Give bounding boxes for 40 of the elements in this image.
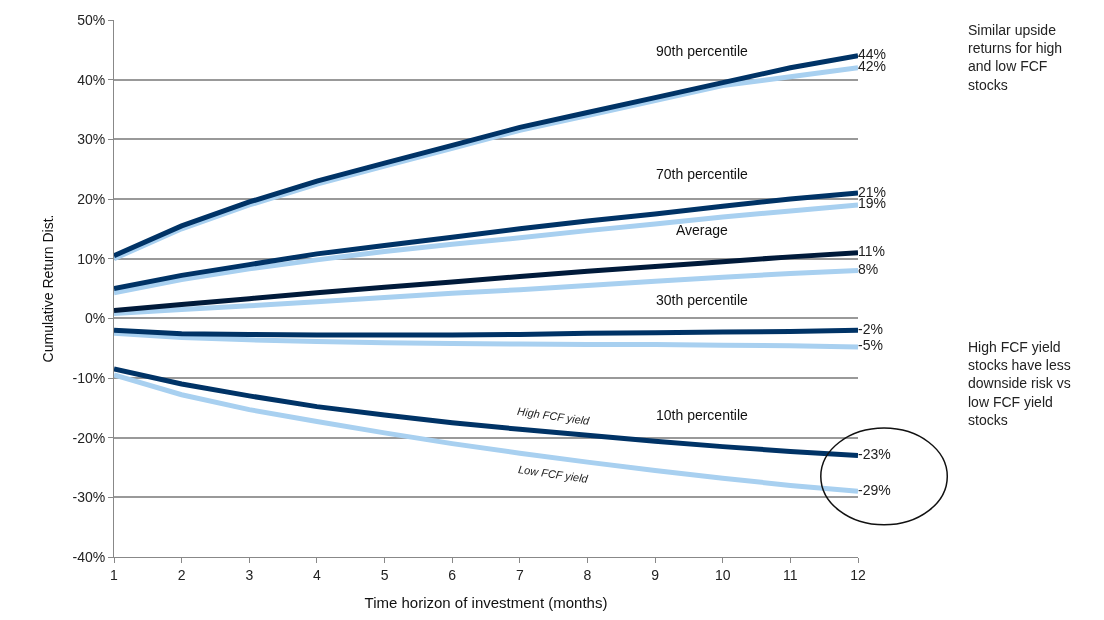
x-tick-label: 3 bbox=[245, 566, 254, 583]
annotation: 90th percentile bbox=[656, 43, 749, 59]
annotation: Average bbox=[676, 222, 729, 238]
x-axis-title: Time horizon of investment (months) bbox=[364, 593, 608, 611]
y-tick-label: -40% bbox=[72, 548, 106, 565]
data-label: 8% bbox=[858, 261, 879, 278]
data-label: -29% bbox=[858, 481, 891, 498]
data-label: -2% bbox=[858, 320, 883, 337]
x-tick-label: 5 bbox=[380, 566, 389, 583]
x-tick-label: 7 bbox=[515, 566, 524, 583]
y-tick-label: 50% bbox=[77, 11, 106, 28]
annotation: 70th percentile bbox=[656, 166, 749, 182]
y-axis-title: Cumulative Return Dist. bbox=[40, 214, 57, 363]
x-tick-label: 1 bbox=[110, 566, 119, 583]
data-label: 11% bbox=[858, 243, 885, 260]
annotation: 10th percentile bbox=[656, 407, 749, 423]
y-tick-label: -20% bbox=[72, 429, 106, 446]
y-tick-label: 30% bbox=[77, 131, 106, 148]
x-tick-label: 8 bbox=[583, 566, 592, 583]
data-label: -5% bbox=[858, 337, 883, 354]
x-tick-label: 6 bbox=[448, 566, 457, 583]
annotation: 30th percentile bbox=[656, 292, 749, 308]
data-label: -23% bbox=[858, 446, 891, 463]
text: Similar upside returns for high and low FCF stocks bbox=[968, 22, 1063, 93]
x-tick-label: 4 bbox=[313, 566, 322, 583]
x-tick-label: 12 bbox=[850, 566, 866, 583]
x-tick-label: 11 bbox=[783, 566, 798, 583]
annotation: High FCF yield bbox=[516, 404, 591, 428]
annotation: Low FCF yield bbox=[517, 463, 590, 485]
y-tick-label: -30% bbox=[72, 489, 106, 506]
text: High FCF yield stocks have less downside risk vs low FCF yield stocks bbox=[968, 339, 1071, 428]
data-label: 42% bbox=[858, 58, 887, 75]
x-tick-label: 2 bbox=[177, 566, 186, 583]
y-tick-label: 0% bbox=[84, 310, 106, 327]
x-tick-label: 10 bbox=[714, 566, 731, 583]
x-tick-label: 9 bbox=[651, 566, 660, 583]
y-tick-label: 10% bbox=[77, 250, 106, 267]
y-tick-label: 20% bbox=[77, 190, 106, 207]
y-tick-label: -10% bbox=[72, 369, 106, 386]
y-tick-label: 40% bbox=[77, 71, 106, 88]
